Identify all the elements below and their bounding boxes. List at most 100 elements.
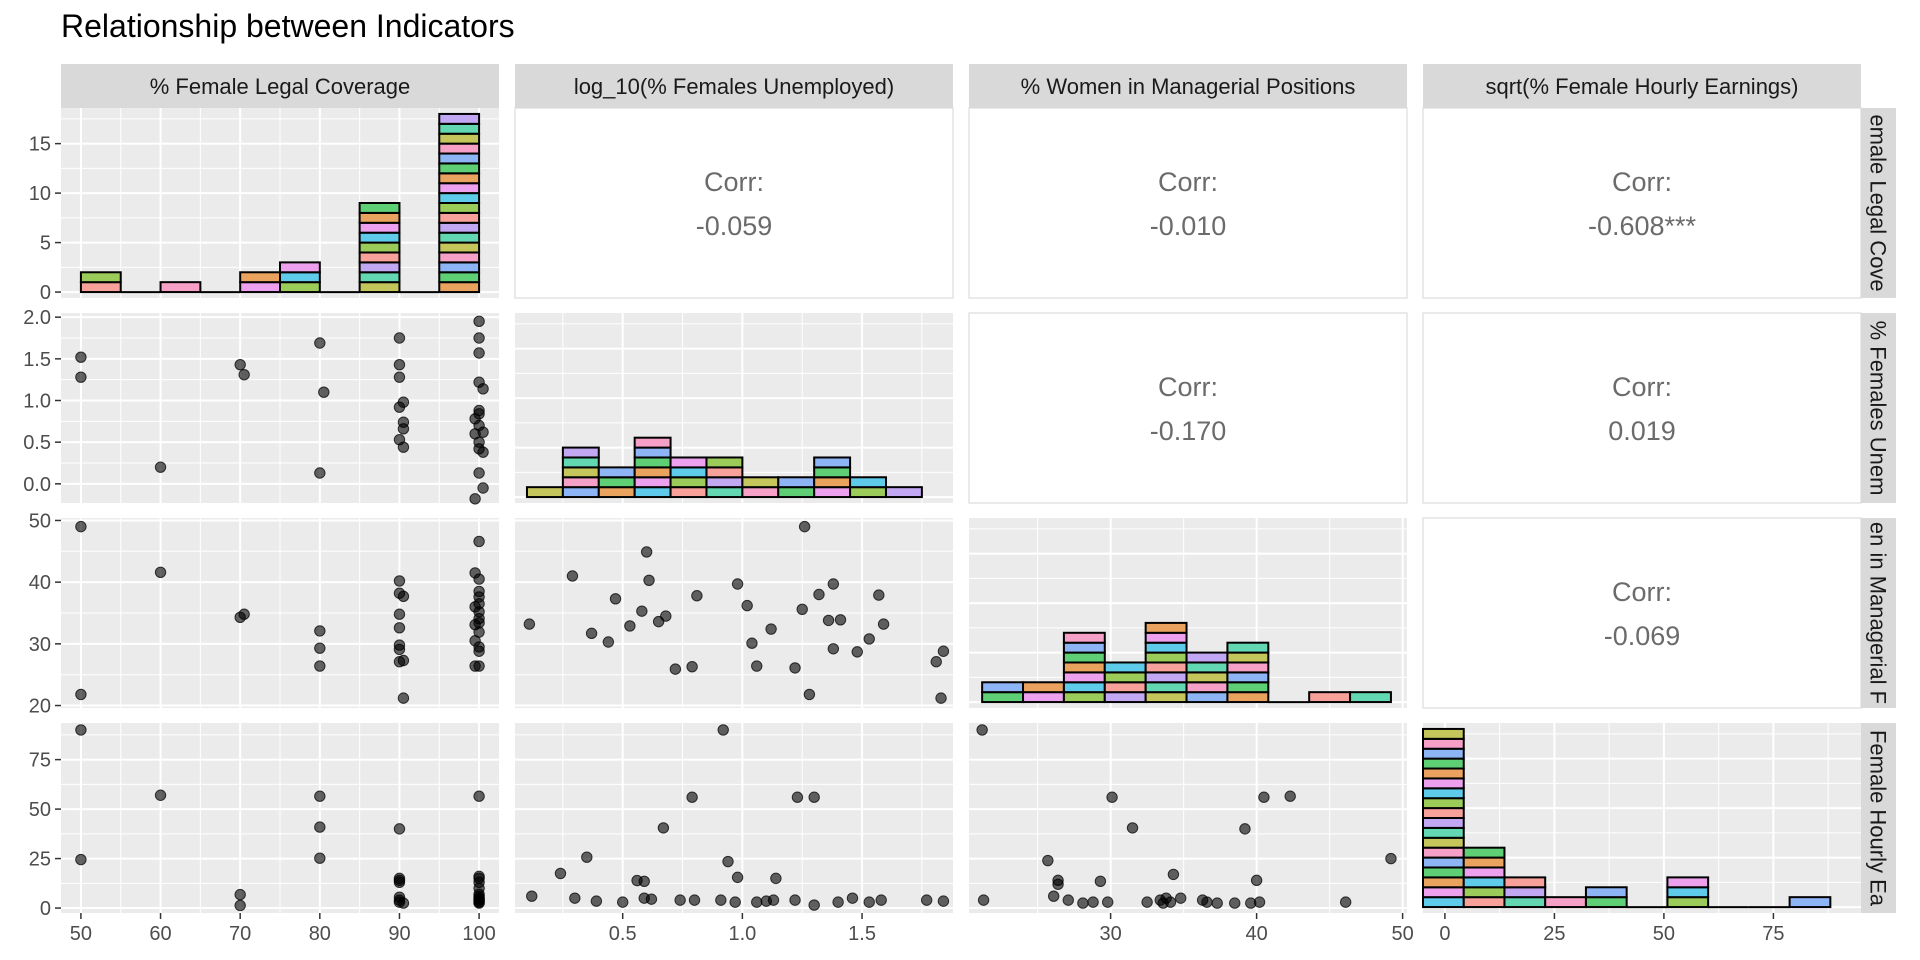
y-tick-label: 40 [29, 572, 51, 594]
scatter-point [846, 892, 859, 904]
histogram-bar-segment [1422, 886, 1465, 899]
scatter-point [393, 332, 406, 344]
histogram-bar-segment [1062, 671, 1106, 684]
row-strip-label: en in Managerial F [1866, 522, 1891, 704]
histogram-bar-segment [1103, 671, 1147, 684]
histogram-bar-segment [561, 466, 600, 479]
scatter-point [1126, 822, 1139, 834]
scatter-point [808, 899, 820, 911]
scatter-point [590, 895, 603, 907]
histogram-bar-segment [777, 476, 816, 489]
histogram-bar-segment [1422, 866, 1465, 879]
scatter-point [473, 315, 485, 328]
histogram-bar-segment [438, 162, 481, 175]
scatter-point [688, 894, 701, 906]
scatter-point [585, 627, 598, 640]
corr-label: Corr: [1158, 372, 1218, 402]
histogram-bar-segment [1462, 856, 1506, 869]
histogram-bar-segment [1503, 896, 1547, 909]
scatter-point [473, 332, 485, 344]
histogram-bar-segment [1062, 631, 1106, 644]
scatter-point [1385, 852, 1397, 865]
scatter-point [473, 897, 485, 909]
scatter-point [863, 633, 875, 645]
histogram-bar-segment [358, 202, 401, 214]
histogram-bar-segment [633, 456, 672, 469]
histogram-bar-segment [1062, 651, 1106, 664]
scatter-point [1042, 854, 1054, 867]
scatter-point [473, 347, 485, 359]
histogram-bar-segment [1349, 691, 1392, 704]
scatter-point [469, 493, 481, 505]
scatter-point [393, 371, 406, 383]
column-strip-label: log_10(% Females Unemployed) [574, 74, 894, 99]
histogram-bar-segment [1666, 886, 1710, 899]
x-tick-label: 50 [70, 923, 92, 945]
scatter-point [602, 636, 615, 648]
scatter-point [1106, 791, 1118, 803]
histogram-bar-segment [438, 152, 481, 165]
y-tick-label: 1.0 [23, 391, 51, 413]
scatter-point [609, 593, 622, 605]
scatter-point [154, 461, 167, 473]
x-tick-label: 25 [1543, 923, 1565, 945]
histogram-bar-segment [1144, 681, 1188, 694]
scatter-point [789, 894, 801, 906]
corr-value: 0.019 [1608, 416, 1676, 446]
x-tick-label: 1.5 [848, 923, 876, 945]
histogram-bar-segment [438, 231, 481, 244]
scatter-point [393, 358, 406, 371]
histogram-bar-segment [633, 446, 672, 459]
panel-0-2 [968, 107, 1408, 299]
histogram-bar-segment [438, 122, 481, 135]
histogram-bar-segment [1422, 856, 1465, 869]
histogram-bar-segment [705, 466, 744, 479]
histogram-bar-segment [741, 476, 780, 489]
panel-3-2 [969, 723, 1407, 913]
scatter-point [873, 589, 885, 601]
histogram-bar-segment [239, 281, 282, 294]
x-tick-label: 75 [1762, 923, 1784, 945]
histogram-bar-segment [438, 221, 481, 234]
scatter-point [741, 599, 753, 612]
scatter-point [1284, 790, 1296, 802]
column-strip-label: sqrt(% Female Hourly Earnings) [1486, 74, 1799, 99]
y-tick-label: 10 [29, 183, 51, 205]
scatter-point [1094, 875, 1107, 888]
scatter-point [640, 546, 653, 558]
histogram-bar-segment [1185, 661, 1229, 674]
y-tick-label: 15 [29, 134, 51, 156]
scatter-point [624, 620, 636, 632]
corr-label: Corr: [1612, 577, 1672, 607]
histogram-bar-segment [597, 476, 636, 489]
histogram-bar-segment [1185, 671, 1229, 684]
histogram-bar-segment [358, 231, 401, 244]
histogram-bar-segment [1185, 691, 1229, 704]
histogram-bar-segment [1422, 797, 1465, 810]
histogram-bar-segment [1666, 896, 1710, 909]
scatter-point [1087, 896, 1099, 908]
y-tick-label: 20 [29, 696, 51, 718]
x-tick-label: 50 [1391, 923, 1413, 945]
histogram-bar-segment [279, 271, 321, 284]
scatter-point [477, 446, 489, 458]
scatter-point [767, 894, 780, 906]
scatter-point [935, 692, 947, 704]
scatter-point [1175, 892, 1187, 904]
row-strip [1861, 723, 1896, 913]
histogram-bar-segment [981, 691, 1025, 704]
histogram-bar-segment [358, 281, 401, 294]
scatter-point [314, 821, 326, 833]
histogram-bar-segment [1103, 681, 1147, 694]
scatter-point [920, 894, 933, 906]
scatter-point [657, 822, 670, 834]
histogram-bar-segment [438, 192, 481, 205]
histogram-bar-segment [1226, 661, 1270, 674]
scatter-point [473, 535, 485, 548]
histogram-bar-segment [438, 241, 481, 254]
row-strip-label: % Females Unem [1866, 321, 1891, 496]
row-strip [1861, 518, 1896, 708]
scatter-point [827, 643, 840, 655]
histogram-bar-segment [279, 261, 321, 274]
